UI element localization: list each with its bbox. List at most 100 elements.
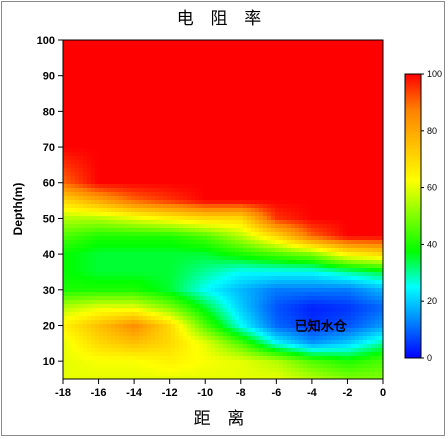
heatmap-cell: [95, 228, 100, 233]
heatmap-cell: [335, 108, 340, 113]
heatmap-cell: [139, 72, 144, 77]
heatmap-cell: [175, 276, 180, 281]
heatmap-cell: [147, 280, 152, 285]
heatmap-cell: [311, 64, 316, 69]
heatmap-cell: [283, 180, 288, 185]
heatmap-cell: [171, 84, 176, 89]
heatmap-cell: [255, 140, 260, 145]
heatmap-cell: [147, 124, 152, 129]
heatmap-cell: [327, 132, 332, 137]
heatmap-cell: [359, 124, 364, 129]
heatmap-cell: [115, 60, 120, 65]
heatmap-cell: [319, 72, 324, 77]
heatmap-cell: [83, 284, 88, 289]
heatmap-cell: [203, 224, 208, 229]
heatmap-cell: [319, 52, 324, 57]
heatmap-cell: [79, 60, 84, 65]
heatmap-cell: [207, 256, 212, 261]
heatmap-cell: [175, 176, 180, 181]
heatmap-cell: [215, 100, 220, 105]
heatmap-cell: [343, 268, 348, 273]
heatmap-cell: [99, 132, 104, 137]
heatmap-cell: [191, 288, 196, 293]
heatmap-cell: [67, 188, 72, 193]
heatmap-cell: [75, 124, 80, 129]
heatmap-cell: [263, 160, 268, 165]
heatmap-cell: [323, 200, 328, 205]
heatmap-cell: [199, 264, 204, 269]
heatmap-cell: [147, 236, 152, 241]
heatmap-cell: [63, 228, 68, 233]
heatmap-cell: [107, 252, 112, 257]
heatmap-cell: [115, 196, 120, 201]
heatmap-cell: [107, 60, 112, 65]
heatmap-cell: [335, 44, 340, 49]
heatmap-cell: [151, 260, 156, 265]
heatmap-cell: [331, 92, 336, 97]
heatmap-cell: [331, 164, 336, 169]
heatmap-cell: [259, 116, 264, 121]
heatmap-cell: [187, 108, 192, 113]
heatmap-cell: [227, 272, 232, 277]
heatmap-cell: [315, 120, 320, 125]
heatmap-cell: [63, 40, 68, 45]
heatmap-cell: [187, 140, 192, 145]
heatmap-cell: [167, 116, 172, 121]
heatmap-cell: [135, 176, 140, 181]
heatmap-cell: [211, 208, 216, 213]
heatmap-cell: [303, 220, 308, 225]
heatmap-cell: [359, 104, 364, 109]
heatmap-cell: [327, 48, 332, 53]
heatmap-cell: [83, 200, 88, 205]
heatmap-cell: [339, 196, 344, 201]
heatmap-cell: [291, 156, 296, 161]
heatmap-cell: [91, 208, 96, 213]
heatmap-cell: [367, 268, 372, 273]
heatmap-cell: [239, 232, 244, 237]
heatmap-cell: [315, 248, 320, 253]
heatmap-cell: [179, 116, 184, 121]
heatmap-cell: [195, 268, 200, 273]
heatmap-cell: [183, 156, 188, 161]
heatmap-cell: [363, 84, 368, 89]
heatmap-cell: [139, 148, 144, 153]
heatmap-cell: [303, 96, 308, 101]
heatmap-cell: [235, 224, 240, 229]
heatmap-cell: [247, 268, 252, 273]
heatmap-cell: [143, 104, 148, 109]
heatmap-cell: [123, 152, 128, 157]
heatmap-cell: [263, 124, 268, 129]
heatmap-cell: [111, 148, 116, 153]
heatmap-cell: [203, 120, 208, 125]
heatmap-cell: [251, 132, 256, 137]
heatmap-cell: [115, 252, 120, 257]
heatmap-cell: [139, 172, 144, 177]
heatmap-cell: [111, 120, 116, 125]
heatmap-cell: [91, 100, 96, 105]
heatmap-cell: [219, 68, 224, 73]
heatmap-cell: [63, 108, 68, 113]
heatmap-cell: [191, 176, 196, 181]
heatmap-cell: [123, 192, 128, 197]
heatmap-cell: [63, 264, 68, 269]
heatmap-cell: [331, 188, 336, 193]
heatmap-cell: [207, 216, 212, 221]
heatmap-cell: [131, 164, 136, 169]
heatmap-cell: [299, 252, 304, 257]
heatmap-cell: [123, 204, 128, 209]
heatmap-cell: [231, 100, 236, 105]
heatmap-cell: [167, 288, 172, 293]
heatmap-cell: [131, 288, 136, 293]
heatmap-cell: [331, 56, 336, 61]
heatmap-cell: [95, 60, 100, 65]
heatmap-cell: [247, 104, 252, 109]
heatmap-cell: [375, 208, 380, 213]
heatmap-cell: [99, 200, 104, 205]
heatmap-cell: [315, 84, 320, 89]
heatmap-cell: [279, 220, 284, 225]
heatmap-cell: [379, 108, 383, 113]
heatmap-cell: [319, 40, 324, 45]
heatmap-cell: [219, 112, 224, 117]
heatmap-cell: [199, 60, 204, 65]
heatmap-cell: [195, 192, 200, 197]
